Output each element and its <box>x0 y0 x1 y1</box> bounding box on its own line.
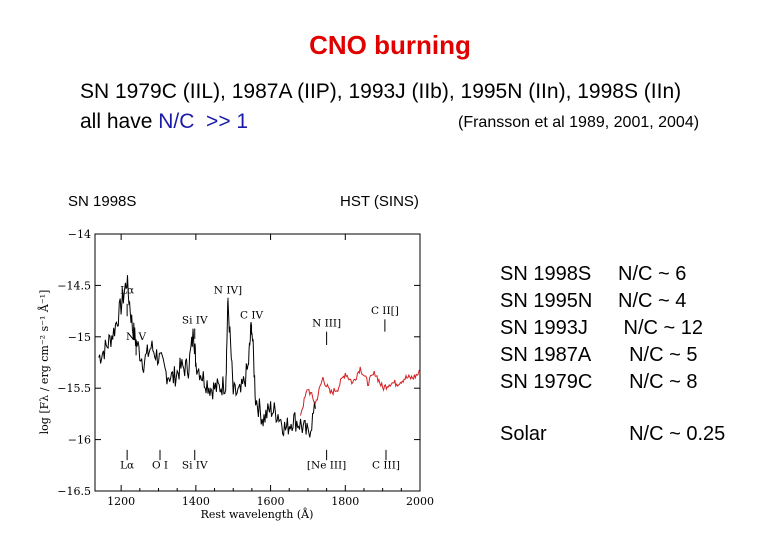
plot-frame <box>94 233 421 492</box>
y-tick-label: −15.5 <box>57 382 91 395</box>
ratio-object: SN 1993J <box>500 317 588 339</box>
x-axis-label: Rest wavelength (Å) <box>201 507 314 521</box>
line-id-label: O I <box>152 459 168 471</box>
line-id-label: [Ne III] <box>307 459 346 471</box>
slide-title: CNO burning <box>309 30 471 60</box>
line-id-label: C II[] <box>371 305 399 317</box>
x-tick-label: 1600 <box>257 495 285 508</box>
x-tick-label: 1800 <box>331 495 359 508</box>
spectrum-plot: 1200 1400 1600 1800 2000 −14 −14.5 −15 −15.5 −16 −… <box>37 228 434 521</box>
y-tick-label: −14.5 <box>57 279 91 292</box>
nc-statement-prefix: all have <box>80 110 159 133</box>
citation: (Fransson et al 1989, 2001, 2004) <box>458 114 700 131</box>
line-id-label: N III] <box>312 318 341 330</box>
line-id-label: N IV] <box>214 285 242 297</box>
y-tick-label: −16 <box>68 434 91 447</box>
y-tick-label: −16.5 <box>57 485 91 498</box>
ratio-object: Solar <box>500 423 547 445</box>
ratio-value: N/C ~ 0.25 <box>618 423 726 445</box>
ratio-value: N/C ~ 12 <box>618 317 704 339</box>
hst-spectrum-line <box>98 275 316 438</box>
line-id-label: Lα <box>120 459 134 471</box>
x-tick-label: 1200 <box>107 495 135 508</box>
ratio-object: SN 1998S <box>500 263 592 285</box>
ratio-value: N/C ~ 4 <box>618 290 687 312</box>
instrument-label: HST (SINS) <box>340 193 419 210</box>
ratio-object: SN 1995N <box>500 290 593 312</box>
line-id-label: C IV <box>240 309 264 321</box>
line-id-label: C III] <box>372 459 400 471</box>
ratio-object: SN 1979C <box>500 371 593 393</box>
ground-spectrum-line <box>300 366 421 416</box>
y-tick-label: −14 <box>68 228 91 241</box>
y-tick-label: −15 <box>68 331 91 344</box>
x-tick-label: 2000 <box>406 495 434 508</box>
line-id-label: Lα <box>120 285 134 297</box>
nc-highlight: N/C >> 1 <box>158 110 249 133</box>
ratio-value: N/C ~ 6 <box>618 263 687 285</box>
line-id-label: N V <box>126 331 147 343</box>
x-tick-label: 1400 <box>182 495 210 508</box>
line-id-label: Si IV <box>182 314 208 326</box>
ratio-object: SN 1987A <box>500 344 592 366</box>
supernova-list: SN 1979C (IIL), 1987A (IIP), 1993J (IIb)… <box>80 80 682 103</box>
ratio-value: N/C ~ 5 <box>618 344 698 366</box>
y-axis-label: log [Fλ / erg cm⁻² s⁻¹ Å⁻¹] <box>37 290 51 435</box>
line-id-label: Si IV <box>182 459 208 471</box>
nc-statement: all have N/C >> 1 <box>80 110 248 134</box>
spectrum-label: SN 1998S <box>68 193 137 210</box>
ratio-value: N/C ~ 8 <box>618 371 698 393</box>
